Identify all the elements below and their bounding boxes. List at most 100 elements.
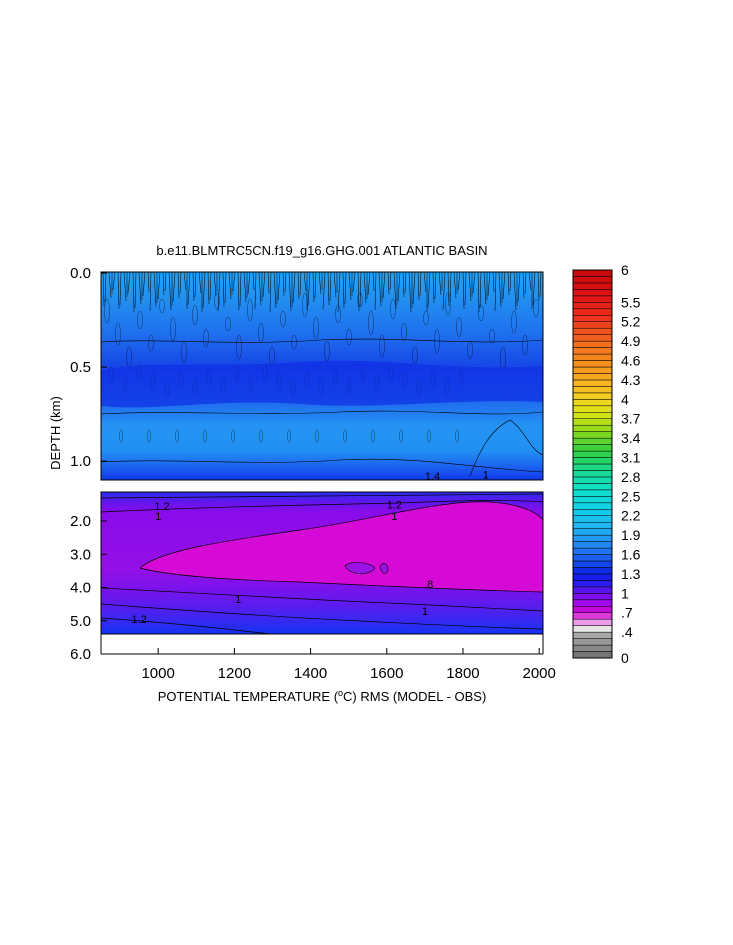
colorbar-swatch [572,308,613,316]
surface-contour-line [333,272,337,298]
chart-title: b.e11.BLMTRC5CN.f19_g16.GHG.001 ATLANTIC… [156,243,487,258]
surface-contour-line [267,272,270,294]
surface-contour-line [303,272,307,292]
colorbar-swatch [572,340,613,348]
colorbar-swatch [572,399,613,407]
surface-contour-line [222,272,225,308]
surface-contour-line [117,272,120,310]
surface-contour-line [513,272,517,311]
surface-contour-line [468,272,472,302]
x-axis-label: POTENTIAL TEMPERATURE (oC) RMS (MODEL - … [158,688,487,704]
surface-contour-line [434,272,437,300]
surface-contour-line [453,272,457,299]
surface-contour-line [254,272,257,310]
surface-contour-line [209,272,212,301]
upper-contour-cell [147,429,151,443]
upper-contour-cell [427,429,431,443]
upper-panel-frame [100,271,544,481]
upper-contour-cell [280,310,286,328]
surface-contour-line [423,272,427,293]
surface-contour-line [352,272,356,293]
colorbar-swatch [572,509,613,516]
colorbar-swatch [572,347,613,355]
colorbar-label: 4.9 [621,333,641,349]
y-tick-label: 2.0 [70,513,91,530]
surface-contour-line [307,272,311,307]
y-tick-label: 3.0 [70,546,91,563]
y-tick-label: 0.0 [70,265,91,282]
surface-contour-line [282,272,285,297]
upper-contour-cell [315,429,319,443]
upper-contour-cell [533,298,539,318]
upper-contour-cell [119,429,123,443]
surface-contour-line [269,272,272,313]
surface-contour-line [299,272,302,296]
colorbar-label: 0 [621,650,629,666]
y-axis-ticks: 0.0 0.5 1.0 2.0 3.0 4.0 5.0 6.0 [70,265,107,663]
colorbar-swatch [572,470,613,478]
surface-contour-line [149,272,152,312]
colorbar-label: 2.2 [621,508,641,524]
surface-contour-line [502,272,506,300]
surface-contour-line [462,272,465,310]
colorbar-swatch [572,612,613,620]
y-tick-label: 1.0 [70,453,91,470]
contour-label: 1 [155,511,161,523]
surface-contour-line [492,272,495,293]
upper-contour-cell [148,334,154,352]
colorbar-label: .4 [621,624,633,640]
surface-contour-line [134,272,137,309]
colorbar-swatch [572,586,613,594]
contour-label: 1.2 [131,614,146,626]
colorbar-swatch [572,405,613,413]
colorbar-swatch [572,618,613,626]
surface-contour-line [277,272,281,301]
colorbar-swatch [572,528,613,536]
surface-contour-line [438,272,442,296]
surface-contour-line [207,272,210,305]
contour-label: 1 [483,469,489,481]
surface-contour-line [342,272,345,309]
y-tick-label: 6.0 [70,646,91,663]
upper-contour-cell [343,429,347,443]
surface-contour-line [402,272,405,298]
colorbar-swatch [572,373,613,381]
surface-contour-line [102,272,105,307]
colorbar-label: 2.5 [621,488,641,504]
surface-contour-line [108,272,112,299]
colorbar-label: 5.5 [621,294,641,310]
upper-contour-cell [192,304,198,326]
lower-panel [100,491,544,635]
colorbar-label: 3.1 [621,450,641,466]
x-tick-label: 1400 [294,665,327,682]
lower-contour-1 [101,500,543,513]
lower-contour-08 [139,501,543,569]
surface-contour-line [228,272,232,300]
colorbar-label: 1 [621,585,629,601]
upper-contour-cell [401,322,407,342]
surface-contour-line [232,272,236,292]
surface-contour-line [142,272,146,297]
x-tick-label: 1800 [446,665,479,682]
upper-contour-cell [258,322,264,344]
surface-contour-line [417,272,420,301]
surface-contour-line [318,272,322,295]
x-axis-label-unit: o [338,688,343,698]
surface-contour-line [284,272,287,293]
surface-contour-line [479,272,482,309]
upper-contour-cell [522,334,528,356]
colorbar-swatch [572,489,613,497]
colorbar-label: 1.9 [621,527,641,543]
upper-contour-cell [390,298,396,320]
lower-contour-deep [101,603,543,630]
surface-contour-line [119,272,122,306]
colorbar-label: .7 [621,605,633,621]
colorbar-swatch [572,353,613,361]
contour-label: 1 [235,594,241,606]
surface-contour-line [487,272,491,297]
y-tick-label: 5.0 [70,613,91,630]
surface-contour-line [162,272,165,296]
contour-label: .8 [424,579,433,591]
colorbar-swatch [572,392,613,400]
colorbar-swatch [572,573,613,581]
